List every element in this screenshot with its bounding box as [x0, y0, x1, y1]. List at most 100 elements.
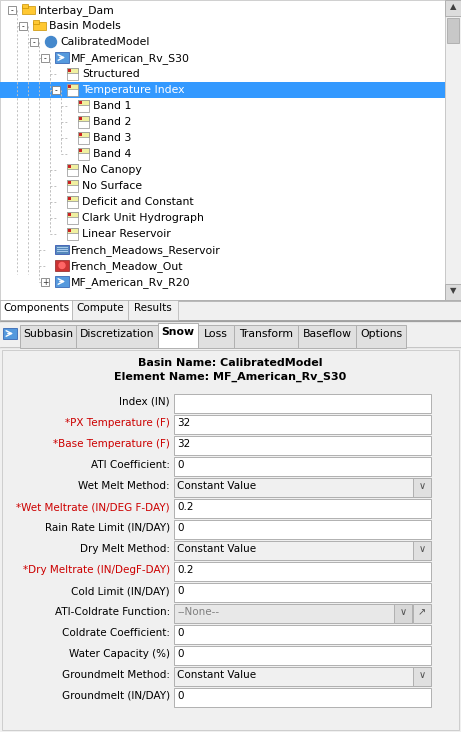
Bar [67, 196, 78, 208]
Bar [3, 328, 17, 339]
Text: Results: Results [134, 303, 172, 313]
Text: ∨: ∨ [399, 607, 407, 617]
Text: No Surface: No Surface [82, 181, 142, 191]
Bar [174, 394, 431, 413]
Text: *PX Temperature (F): *PX Temperature (F) [65, 418, 170, 428]
Bar [67, 212, 78, 217]
Bar [41, 54, 49, 62]
Text: Constant Value: Constant Value [177, 481, 256, 491]
Bar [0, 347, 461, 348]
Bar [78, 132, 89, 137]
Text: Constant Value: Constant Value [177, 670, 256, 680]
Bar [67, 228, 78, 233]
Bar [55, 276, 69, 287]
Text: Groundmelt Method:: Groundmelt Method: [62, 670, 170, 680]
Bar [79, 101, 82, 104]
Bar [174, 436, 431, 455]
Bar [79, 149, 82, 152]
Bar [0, 322, 461, 348]
Text: 0: 0 [177, 523, 183, 533]
Text: 32: 32 [177, 418, 190, 428]
Bar [68, 197, 71, 200]
Bar [0, 82, 445, 98]
Circle shape [46, 37, 57, 48]
Bar [78, 100, 89, 112]
Bar [67, 196, 78, 201]
Bar [0, 0, 445, 300]
Text: No Canopy: No Canopy [82, 165, 142, 175]
Text: -: - [11, 6, 13, 15]
Bar [78, 116, 89, 121]
Text: 0.2: 0.2 [177, 565, 194, 575]
Bar [78, 100, 89, 105]
Text: ↗: ↗ [418, 607, 426, 617]
Bar [413, 541, 431, 560]
Bar [445, 284, 461, 300]
Bar [78, 148, 89, 153]
Bar [8, 6, 16, 14]
Bar [174, 667, 431, 686]
Bar [356, 325, 406, 348]
Bar [19, 22, 27, 30]
Bar [79, 133, 82, 136]
Text: Band 2: Band 2 [93, 117, 131, 127]
Bar [78, 148, 89, 160]
Bar [447, 18, 459, 43]
Bar [174, 562, 431, 581]
Bar [298, 325, 356, 348]
Bar [68, 85, 71, 88]
Text: Components: Components [3, 303, 69, 313]
Bar [198, 325, 234, 348]
Bar [33, 22, 46, 30]
Bar [22, 4, 28, 8]
Bar [128, 300, 178, 320]
Bar [0, 300, 461, 320]
Bar [0, 348, 461, 732]
Bar [20, 325, 76, 348]
Text: MF_American_Rv_S30: MF_American_Rv_S30 [71, 53, 190, 64]
Text: 0: 0 [177, 586, 183, 596]
Text: French_Meadow_Out: French_Meadow_Out [71, 261, 183, 272]
Text: Band 3: Band 3 [93, 133, 131, 143]
Bar [68, 229, 71, 232]
Text: Transform: Transform [239, 329, 293, 339]
Text: Cold Limit (IN/DAY): Cold Limit (IN/DAY) [71, 586, 170, 596]
Bar [174, 499, 431, 518]
Bar [67, 68, 78, 80]
Bar [0, 300, 461, 301]
Bar [174, 478, 431, 497]
Bar [41, 278, 49, 286]
Bar [67, 180, 78, 192]
Bar [22, 6, 35, 14]
Text: 0: 0 [177, 649, 183, 659]
Text: ▼: ▼ [450, 286, 456, 295]
Bar [174, 520, 431, 539]
Text: Band 4: Band 4 [93, 149, 131, 159]
Text: --None--: --None-- [177, 607, 219, 617]
Bar [67, 228, 78, 240]
Text: 0: 0 [177, 691, 183, 701]
Bar [445, 0, 461, 16]
Text: Structured: Structured [82, 69, 140, 79]
Bar [413, 604, 431, 623]
Text: ∨: ∨ [419, 544, 426, 554]
Bar [67, 180, 78, 185]
Bar [78, 116, 89, 128]
Bar [68, 181, 71, 184]
Bar [79, 117, 82, 120]
Bar [55, 52, 69, 63]
Text: *Wet Meltrate (IN/DEG F-DAY): *Wet Meltrate (IN/DEG F-DAY) [17, 502, 170, 512]
Text: *Dry Meltrate (IN/DegF-DAY): *Dry Meltrate (IN/DegF-DAY) [23, 565, 170, 575]
Bar [55, 245, 69, 254]
Text: Rain Rate Limit (IN/DAY): Rain Rate Limit (IN/DAY) [45, 523, 170, 533]
Text: Index (IN): Index (IN) [119, 397, 170, 407]
Bar [158, 323, 198, 348]
Text: Dry Melt Method:: Dry Melt Method: [80, 544, 170, 554]
Text: -: - [33, 38, 35, 47]
Text: 0: 0 [177, 628, 183, 638]
Bar [174, 604, 412, 623]
Text: Linear Reservoir: Linear Reservoir [82, 229, 171, 239]
Text: Basin Models: Basin Models [49, 21, 121, 31]
Bar [68, 213, 71, 216]
Text: CalibratedModel: CalibratedModel [60, 37, 149, 47]
